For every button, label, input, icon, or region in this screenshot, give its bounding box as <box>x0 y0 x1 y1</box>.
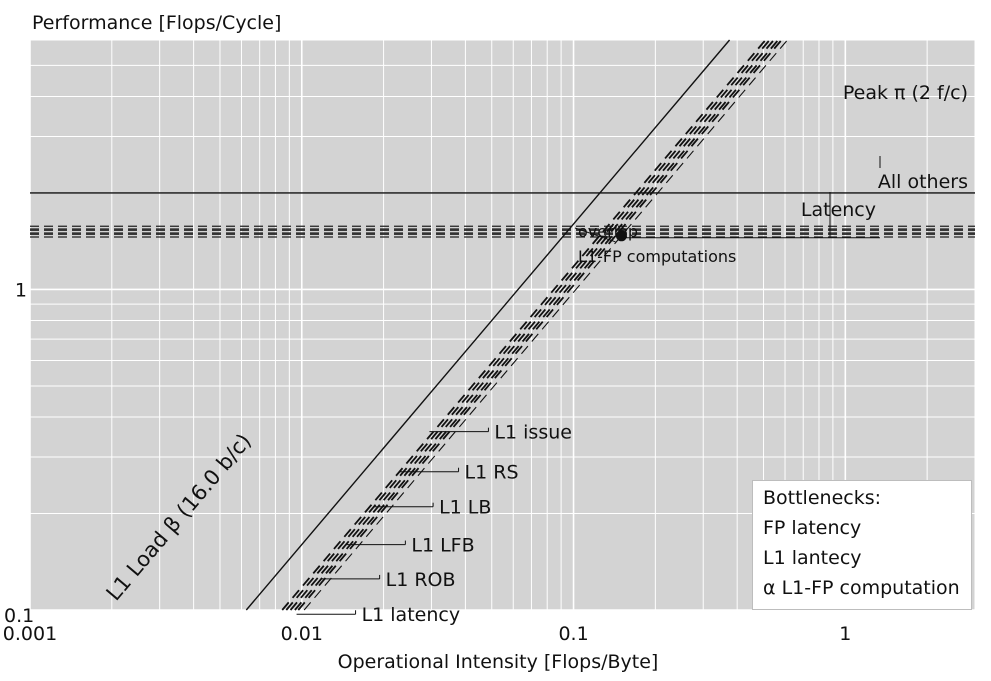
y-tick-label: 0.1 <box>4 605 34 627</box>
x-tick-label: 0.001 <box>3 623 57 645</box>
legend: Bottlenecks: FP latency L1 lantecy α L1-… <box>752 480 972 610</box>
bandwidth-line-label: L1 LB <box>439 497 491 519</box>
y-axis-label: Performance [Flops/Cycle] <box>32 12 281 34</box>
legend-item-l1-latency: L1 lantecy <box>763 547 862 569</box>
grid-lines <box>29 39 976 611</box>
y-tick-label: 1 <box>15 279 27 301</box>
x-tick-label: 0.01 <box>281 623 323 645</box>
x-axis-label: Operational Intensity [Flops/Byte] <box>338 651 659 673</box>
legend-item-l1-fp-computation: α L1-FP computation <box>763 577 960 599</box>
all-others-ceiling-label: All others <box>878 171 968 193</box>
overlap-leader <box>574 227 616 243</box>
measured-point <box>615 230 627 242</box>
legend-title: Bottlenecks: <box>763 487 882 509</box>
overlap-annotation-line2: L1-FP computations <box>578 247 736 266</box>
latency-ceiling-label: Latency <box>801 199 876 221</box>
bandwidth-line-label: L1 RS <box>465 462 519 484</box>
bandwidth-line-label: L1 LFB <box>411 535 474 557</box>
bandwidth-line-label: L1 issue <box>494 422 572 444</box>
legend-item-fp-latency: FP latency <box>763 517 862 539</box>
x-tick-label: 1 <box>839 623 851 645</box>
l1-load-roof-line <box>245 39 731 611</box>
l1-bottleneck-roof-line <box>285 39 771 611</box>
l1-bottleneck-roof-line <box>281 39 767 611</box>
l1-bottleneck-roof-line <box>289 39 775 611</box>
peak-label: Peak π (2 f/c) <box>843 82 968 104</box>
overlap-annotation-line1: overlap <box>578 222 638 241</box>
x-tick-label: 0.1 <box>558 623 588 645</box>
l1-latency-roof-line <box>303 39 788 611</box>
roof-lines <box>30 39 975 611</box>
l1-bottleneck-roof-line <box>297 39 783 611</box>
bandwidth-line-label: L1 latency <box>362 604 461 626</box>
l1-bottleneck-roof-line <box>294 39 779 611</box>
bandwidth-line-label: L1 ROB <box>386 569 456 591</box>
